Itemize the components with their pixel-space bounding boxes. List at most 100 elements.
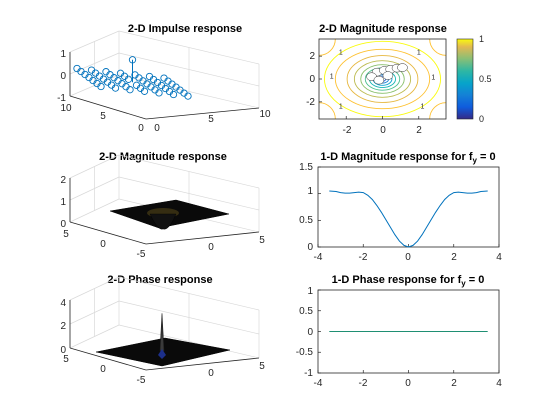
surface-mag-ytick-5: 5 bbox=[63, 229, 69, 240]
phase1d-ytick-0: 0 bbox=[307, 327, 313, 338]
mag1d-xtick-minus4: -4 bbox=[314, 252, 323, 263]
contour-level-label: 1 bbox=[339, 103, 343, 110]
box-axis-x bbox=[145, 231, 260, 245]
contour-ytick-0: 0 bbox=[309, 74, 315, 85]
mag1d-axes-box bbox=[317, 166, 500, 248]
surface-mag-xtick-5: 5 bbox=[259, 235, 265, 246]
impulse-ytick-0: 0 bbox=[138, 123, 144, 134]
panel-magnitude-surface: 2-D Magnitude response 2 1 0 5 0 -5 0 5 bbox=[60, 151, 265, 260]
contour-title: 2-D Magnitude response bbox=[319, 23, 447, 35]
impulse-title: 2-D Impulse response bbox=[128, 23, 242, 35]
colorbar-tick-0: 0 bbox=[479, 114, 484, 124]
phase1d-title-sub: y bbox=[461, 279, 466, 288]
mag1d-title: 1-D Magnitude response for fy = 0 bbox=[320, 151, 495, 165]
impulse-stem-marker bbox=[131, 71, 139, 79]
impulse-stem-marker bbox=[102, 68, 110, 76]
surface-phase-ytick-5: 5 bbox=[63, 354, 69, 365]
surface-phase-mesh bbox=[95, 313, 231, 367]
impulse-stem-marker bbox=[160, 74, 168, 82]
contour-level-label: 1 bbox=[431, 75, 435, 82]
panel-impulse: 2-D Impulse response 1 0 -1 10 5 0 0 5 1… bbox=[57, 23, 271, 134]
phase1d-title: 1-D Phase response for fy = 0 bbox=[332, 274, 485, 288]
impulse-stem-marker bbox=[128, 56, 137, 64]
surface-mag-mesh bbox=[109, 199, 230, 230]
impulse-ytick-10: 10 bbox=[60, 103, 72, 114]
surface-mag-ytick-0: 0 bbox=[100, 239, 106, 250]
phase1d-ytick-minus1: -1 bbox=[304, 368, 313, 379]
box-axis-y bbox=[69, 221, 147, 245]
phase1d-title-main: 1-D Phase response for f bbox=[332, 274, 462, 286]
surface-mag-title: 2-D Magnitude response bbox=[99, 151, 227, 163]
surface-phase-axes-box bbox=[69, 276, 260, 371]
mag1d-title-sub: y bbox=[473, 156, 478, 165]
phase1d-ytick-05: 0.5 bbox=[299, 306, 313, 317]
surface-mag-ztick-0: 0 bbox=[60, 219, 66, 230]
mag1d-xtick-0: 0 bbox=[405, 252, 411, 263]
mag1d-series-line bbox=[329, 190, 488, 248]
mag1d-ytick-05: 0.5 bbox=[299, 215, 313, 226]
contour-ytick-2: 2 bbox=[309, 51, 315, 62]
phase1d-xtick-minus2: -2 bbox=[359, 378, 368, 389]
phase1d-xtick-4: 4 bbox=[496, 378, 502, 389]
impulse-stems bbox=[73, 56, 192, 100]
contour-level-line bbox=[353, 60, 412, 98]
phase1d-xtick-2: 2 bbox=[451, 378, 457, 389]
impulse-stem-marker bbox=[145, 72, 154, 81]
impulse-xtick-0: 0 bbox=[154, 123, 160, 134]
surface-mag-ztick-1: 1 bbox=[60, 197, 66, 208]
surface-mag-ztick-2: 2 bbox=[60, 175, 66, 186]
contour-level-label: 1 bbox=[339, 50, 343, 57]
contour-ticks bbox=[319, 55, 420, 119]
surface-phase-title: 2-D Phase response bbox=[107, 274, 212, 286]
impulse-ztick-minus1: -1 bbox=[57, 93, 66, 104]
contour-level-label: 1 bbox=[417, 50, 421, 57]
surface-phase-ztick-2: 2 bbox=[60, 321, 66, 332]
contour-level-line bbox=[346, 55, 419, 103]
panel-phase-surface: 2-D Phase response 4 2 0 5 0 -5 0 5 bbox=[60, 274, 265, 386]
surface-mag-axes-box bbox=[69, 154, 260, 245]
contour-xtick-2: 2 bbox=[416, 125, 422, 136]
panel-magnitude-contour: 2-D Magnitude response 1 1 1 1 1 1 -2 0 2 2 0… bbox=[306, 23, 492, 136]
mag1d-ytick-1: 1 bbox=[307, 186, 313, 197]
mag1d-ytick-0: 0 bbox=[307, 242, 313, 253]
impulse-xtick-5: 5 bbox=[208, 114, 214, 125]
contour-label-bg bbox=[382, 71, 394, 80]
phase1d-ytick-minus05: -0.5 bbox=[296, 347, 314, 358]
contour-label-bg bbox=[373, 75, 385, 85]
surface-phase-ztick-0: 0 bbox=[60, 345, 66, 356]
surface-phase-ytick-0: 0 bbox=[100, 364, 106, 375]
contour-level-label: 1 bbox=[420, 103, 424, 110]
contour-level-label: 1 bbox=[330, 74, 334, 81]
mag1d-ytick-15: 1.5 bbox=[299, 162, 313, 173]
impulse-stem-marker bbox=[73, 64, 81, 73]
impulse-ztick-1: 1 bbox=[60, 49, 66, 60]
colorbar-tick-05: 0.5 bbox=[479, 74, 492, 84]
phase1d-title-tail: = 0 bbox=[466, 274, 485, 286]
surface-phase-spike-base bbox=[158, 349, 166, 359]
mag1d-title-main: 1-D Magnitude response for f bbox=[320, 151, 473, 163]
box-axis-y bbox=[69, 347, 147, 371]
contour-level-line bbox=[334, 48, 431, 110]
mag1d-title-tail: = 0 bbox=[477, 151, 496, 163]
surface-mag-xtick-0: 0 bbox=[208, 242, 214, 253]
surface-phase-ytick-minus5: -5 bbox=[137, 375, 146, 386]
panel-magnitude-1d: 1-D Magnitude response for fy = 0 -4 -2 … bbox=[299, 151, 502, 263]
panel-phase-1d: 1-D Phase response for fy = 0 -4 -2 0 2 … bbox=[296, 274, 502, 389]
box-axis-x bbox=[145, 107, 260, 120]
phase1d-ticks bbox=[317, 289, 500, 374]
contour-xtick-0: 0 bbox=[380, 125, 386, 136]
contour-level-line bbox=[360, 64, 405, 94]
impulse-stem-marker bbox=[132, 81, 141, 89]
surface-mag-ytick-minus5: -5 bbox=[137, 249, 146, 260]
phase1d-ytick-1: 1 bbox=[307, 286, 313, 297]
contour-label-bg bbox=[397, 63, 408, 72]
impulse-ytick-5: 5 bbox=[100, 111, 106, 122]
colorbar-tick-1: 1 bbox=[479, 34, 484, 44]
colorbar bbox=[456, 38, 474, 120]
contour-ytick-minus2: -2 bbox=[306, 97, 315, 108]
impulse-ztick-0: 0 bbox=[60, 71, 66, 82]
mag1d-xtick-2: 2 bbox=[451, 252, 457, 263]
phase1d-xtick-0: 0 bbox=[405, 378, 411, 389]
phase1d-xtick-minus4: -4 bbox=[314, 378, 323, 389]
